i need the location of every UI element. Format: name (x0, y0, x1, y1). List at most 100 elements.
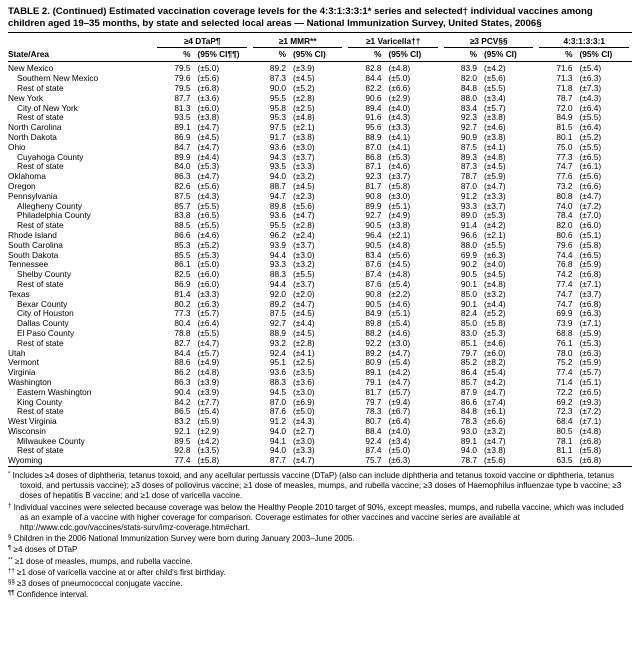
state-area-cell: Rest of state (17, 84, 64, 93)
percent-cell: 85.0 (460, 319, 478, 329)
percent-cell: 94.0 (460, 446, 478, 456)
table-row: Wyoming 77.4 (±5.8) 87.7 (±4.7) 75.7 (±6.3) 78.… (8, 456, 632, 466)
ci-cell: (±5.6) (579, 172, 602, 182)
percent-cell: 89.9 (174, 152, 191, 162)
footnote-text: ≥3 doses of pneumococcal conjugate vacci… (14, 578, 183, 588)
state-area-header: State/Area (8, 48, 155, 63)
ci-cell: (±4.9) (197, 358, 220, 368)
percent-cell: 86.5 (174, 407, 191, 417)
ci-cell: (±5.1) (388, 309, 411, 319)
table-row: Rest of state 88.5 (±5.5) 95.5 (±2.8) 90.5 (±3… (8, 221, 632, 231)
percent-cell: 83.4 (460, 103, 478, 113)
footnote-symbol: † (8, 503, 12, 510)
percent-cell: 68.8 (556, 328, 573, 338)
table-row: Wisconsin 92.1 (±2.9) 94.0 (±2.7) 88.4 (±4.0) 9… (8, 427, 632, 437)
percent-cell: 89.1 (460, 436, 478, 446)
percent-cell: 95.5 (269, 93, 286, 103)
ci-cell: (±2.0) (293, 289, 315, 299)
percent-cell: 75.2 (556, 358, 573, 368)
percent-cell: 94.0 (269, 426, 286, 436)
ci-cell: (±3.0) (388, 191, 411, 201)
table-header: ≥4 DTaP¶ ≥1 MMR** ≥1 Varicella†† ≥3 PCV§… (8, 32, 632, 63)
percent-cell: 78.3 (365, 407, 382, 417)
percent-cell: 93.0 (460, 426, 478, 436)
state-area-cell: Cuyahoga County (17, 152, 84, 162)
ci-cell: (±3.7) (293, 152, 315, 162)
state-area-cell: Tennessee (8, 260, 49, 270)
ci-cell: (±5.5) (197, 221, 220, 231)
ci-cell: (±4.1) (293, 348, 315, 358)
ci-cell: (±5.5) (484, 240, 506, 250)
percent-cell: 72.0 (556, 103, 573, 113)
table-row: Philadelphia County 83.8 (±6.5) 93.6 (±4.7) 9… (8, 211, 632, 221)
percent-cell: 63.5 (556, 456, 573, 466)
ci-cell: (±4.5) (293, 74, 315, 84)
state-area-cell: Oklahoma (8, 172, 46, 182)
ci-cell: (±5.8) (197, 456, 220, 466)
percent-cell: 81.5 (556, 123, 573, 133)
ci-cell: (±5.6) (293, 201, 315, 211)
percent-cell: 82.0 (556, 221, 573, 231)
percent-cell: 90.0 (269, 84, 286, 93)
percent-cell: 89.4 (365, 103, 382, 113)
column-group-series: 4:3:1:3:3:1 (539, 35, 629, 49)
percent-cell: 87.0 (365, 142, 382, 152)
percent-cell: 86.2 (174, 368, 191, 378)
table-row: Oregon 82.6 (±5.6) 88.7 (±4.5) 81.7 (±5.8) 87.0… (8, 182, 632, 192)
percent-cell: 84.4 (365, 74, 382, 84)
column-group-row: ≥4 DTaP¶ ≥1 MMR** ≥1 Varicella†† ≥3 PCV§… (8, 32, 632, 49)
ci-cell: (±5.9) (197, 417, 220, 427)
footnote: §§ ≥3 doses of pneumococcal conjugate va… (8, 579, 632, 589)
percent-cell: 86.6 (460, 397, 478, 407)
ci-cell: (±6.8) (579, 299, 602, 309)
footnote-text: Children in the 2006 National Immunizati… (11, 534, 355, 544)
ci-cell: (±4.1) (388, 142, 411, 152)
state-area-cell: Allegheny County (17, 201, 83, 211)
ci-cell: (±2.3) (293, 191, 315, 201)
percent-cell: 82.7 (174, 338, 191, 348)
ci-cell: (±4.8) (197, 368, 220, 378)
percent-cell: 84.4 (174, 348, 191, 358)
percent-cell: 85.7 (174, 201, 191, 211)
percent-cell: 95.5 (269, 221, 286, 231)
ci-cell: (±4.7) (293, 211, 315, 221)
percent-cell: 86.6 (174, 230, 191, 240)
percent-cell: 81.3 (174, 103, 191, 113)
table-row: West Virginia 83.2 (±5.9) 91.2 (±4.3) 80.7 (±6… (8, 417, 632, 427)
ci-cell: (±5.3) (197, 162, 220, 172)
ci-cell: (±4.8) (388, 240, 411, 250)
percent-cell: 72.3 (556, 407, 573, 417)
ci-cell: (±5.3) (484, 211, 506, 221)
percent-cell: 79.1 (365, 377, 382, 387)
percent-cell: 90.1 (460, 299, 478, 309)
percent-cell: 80.9 (365, 358, 382, 368)
percent-cell: 71.8 (556, 84, 573, 93)
ci-cell: (±4.7) (293, 299, 315, 309)
table-row: El Paso County 78.8 (±5.5) 88.9 (±4.5) 88.2 (±… (8, 329, 632, 339)
ci-cell: (±5.5) (197, 201, 220, 211)
ci-cell: (±6.4) (388, 417, 411, 427)
percent-cell: 74.0 (556, 201, 573, 211)
ci-cell: (±4.5) (484, 270, 506, 280)
ci-cell: (±7.0) (579, 211, 602, 221)
percent-cell: 81.7 (365, 387, 382, 397)
state-area-cell: New Mexico (8, 63, 54, 74)
table-row: South Carolina 85.3 (±5.2) 93.9 (±3.7) 90.5 (±… (8, 241, 632, 251)
ci-cell: (±5.3) (388, 152, 411, 162)
ci-cell: (±3.0) (293, 142, 315, 152)
ci-header-pcv: (95% CI) (477, 48, 537, 63)
percent-cell: 83.9 (460, 63, 478, 74)
percent-cell: 89.8 (269, 201, 286, 211)
table-row: Southern New Mexico 79.6 (±5.6) 87.3 (±4.5) 8… (8, 74, 632, 84)
ci-cell: (±3.7) (484, 201, 506, 211)
percent-cell: 90.5 (365, 240, 382, 250)
percent-cell: 91.2 (460, 191, 478, 201)
percent-cell: 90.5 (365, 299, 382, 309)
ci-header-series: (95% CI) (572, 48, 632, 63)
ci-cell: (±5.3) (484, 328, 506, 338)
percent-cell: 92.8 (174, 446, 191, 456)
percent-cell: 79.7 (460, 348, 478, 358)
percent-cell: 79.7 (365, 397, 382, 407)
ci-header-varicella: (95% CI) (381, 48, 441, 63)
ci-cell: (±3.2) (484, 289, 506, 299)
